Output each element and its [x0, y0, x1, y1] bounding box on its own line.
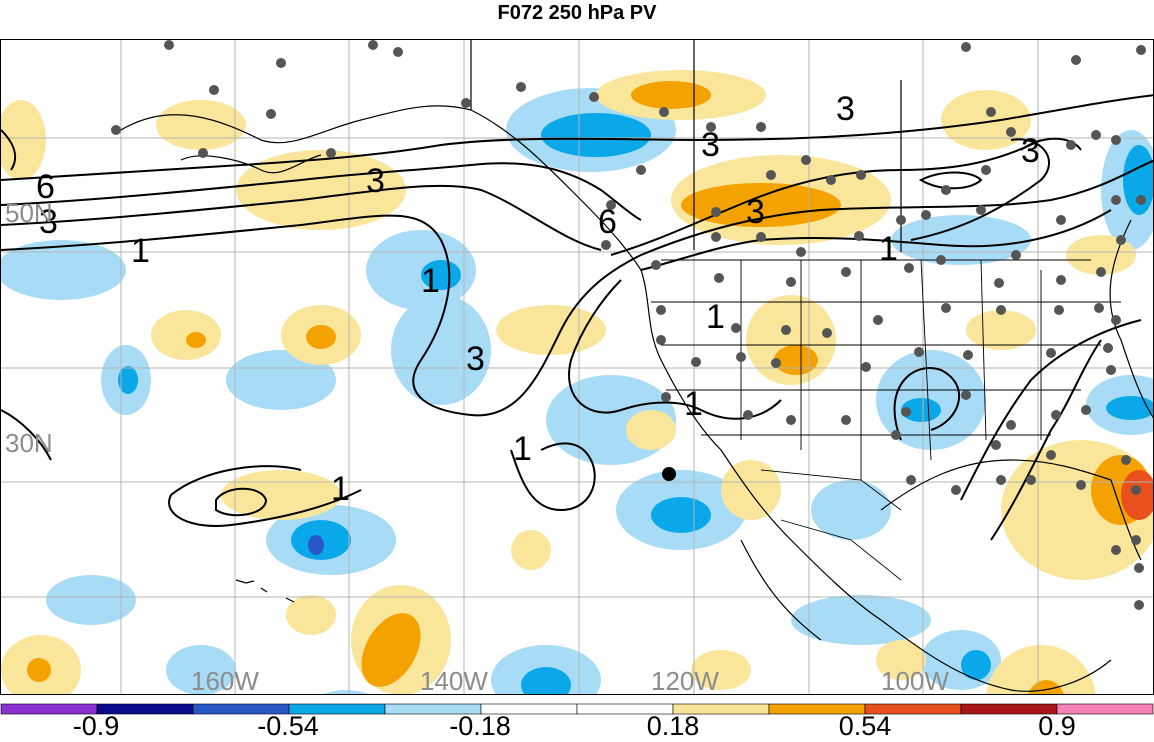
contour-label: 3 [1021, 132, 1040, 170]
colorbar [0, 703, 1154, 715]
contour-label: 3 [836, 90, 855, 128]
contour-label: 3 [366, 162, 385, 200]
lat-label-50n: 50N [5, 198, 53, 228]
contour-label: 6 [598, 203, 617, 241]
contour-label: 1 [706, 298, 725, 336]
negative-anomaly-core [118, 113, 1153, 694]
contour-label: 1 [421, 262, 440, 300]
lon-label-100w: 100W [881, 666, 949, 695]
colorbar-tick-label: -0.9 [72, 711, 120, 741]
lon-label-120w: 120W [651, 666, 719, 695]
lon-label-140w: 140W [420, 666, 488, 695]
contour-label: 1 [513, 430, 532, 468]
colorbar-segment [1056, 703, 1154, 715]
contour-label: 1 [331, 470, 350, 508]
pv-contours [1, 94, 1153, 541]
map-panel: 6 3 3 1 3 6 3 1 3 3 3 1 1 1 1 1 [0, 39, 1154, 695]
observation-stations [111, 40, 1146, 610]
contour-label: 3 [466, 340, 485, 378]
colorbar-tick-label: 0.18 [646, 711, 700, 741]
pv-map: 6 3 3 1 3 6 3 1 3 3 3 1 1 1 1 1 [1, 40, 1153, 694]
contour-label: 3 [746, 193, 765, 231]
colorbar-tick-label: 0.9 [1038, 711, 1076, 741]
contour-labels: 6 3 3 1 3 6 3 1 3 3 3 1 1 1 1 1 [36, 90, 1040, 508]
highlight-marker [662, 467, 676, 481]
negative-anomaly-peak [308, 535, 324, 555]
contour-label: 3 [701, 126, 720, 164]
contour-label: 6 [36, 168, 55, 206]
contour-label: 1 [684, 385, 703, 423]
colorbar-tick-label: -0.54 [257, 711, 319, 741]
coastlines [120, 40, 1153, 692]
state-borders [651, 259, 1121, 581]
contour-label: 1 [131, 232, 150, 270]
colorbar-tick-label: -0.18 [449, 711, 511, 741]
map-title: F072 250 hPa PV [497, 2, 657, 24]
contour-label: 1 [879, 230, 898, 268]
positive-anomaly-peak [1121, 470, 1153, 520]
contour-label: 3 [39, 203, 58, 241]
lat-label-30n: 30N [5, 428, 53, 458]
lon-label-160w: 160W [191, 666, 259, 695]
colorbar-tick-label: 0.54 [838, 711, 892, 741]
